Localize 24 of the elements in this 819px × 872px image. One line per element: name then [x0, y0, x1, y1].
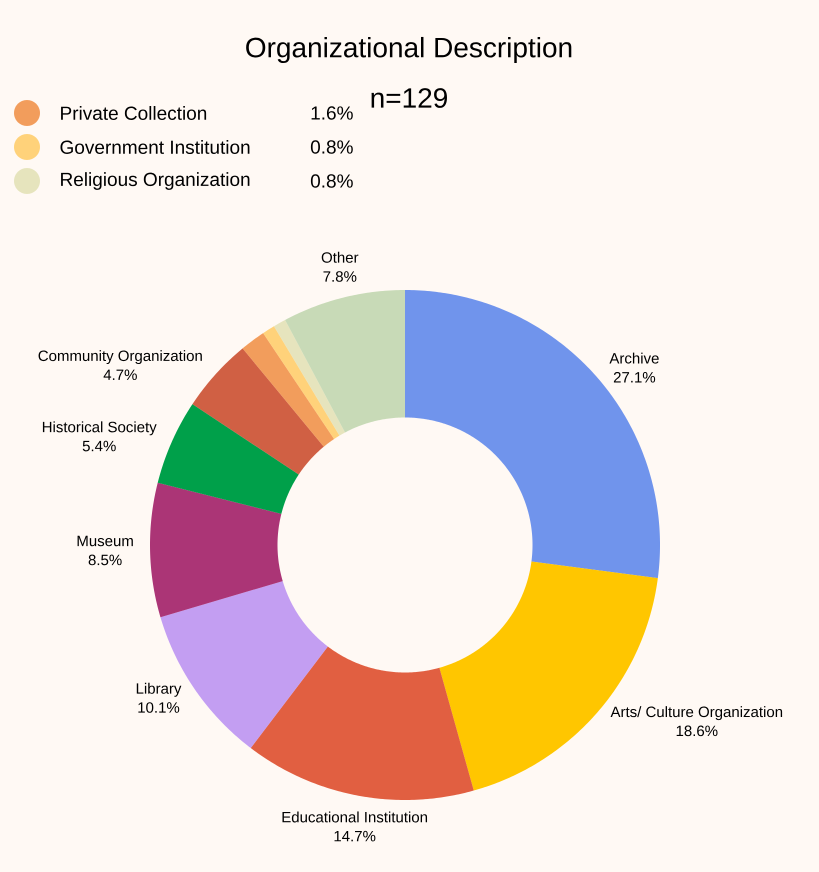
slice-label: Community Organization [38, 350, 202, 364]
legend-label: Government Institution [60, 140, 250, 154]
slice-label: Archive [609, 352, 659, 364]
data-label: 7.8% [323, 271, 356, 282]
slice-label: Educational Institution [282, 811, 428, 822]
slice-label: Library [136, 682, 182, 697]
legend-label: Religious Organization [61, 172, 250, 190]
chart-title: Organizational Description [246, 36, 572, 64]
data-label: 18.6% [676, 726, 718, 736]
slice-label: Museum [78, 536, 133, 546]
data-label: 10.1% [138, 702, 180, 713]
slice-label: Historical Society [42, 421, 157, 436]
data-label: 14.7% [334, 830, 376, 842]
data-label: 4.7% [104, 370, 137, 380]
data-label: 8.5% [88, 554, 122, 566]
legend-label: Private Collection [61, 106, 206, 120]
data-label: 5.4% [82, 440, 116, 452]
slice-label: Other [322, 252, 358, 263]
data-label: 0.8% [310, 140, 353, 154]
slice-label: Arts/ Culture Organization [610, 706, 782, 720]
chart-subtitle: n=129 [372, 88, 447, 108]
data-label: 1.6% [312, 106, 353, 120]
data-label: 0.8% [310, 174, 353, 188]
data-label: 27.1% [614, 372, 656, 383]
